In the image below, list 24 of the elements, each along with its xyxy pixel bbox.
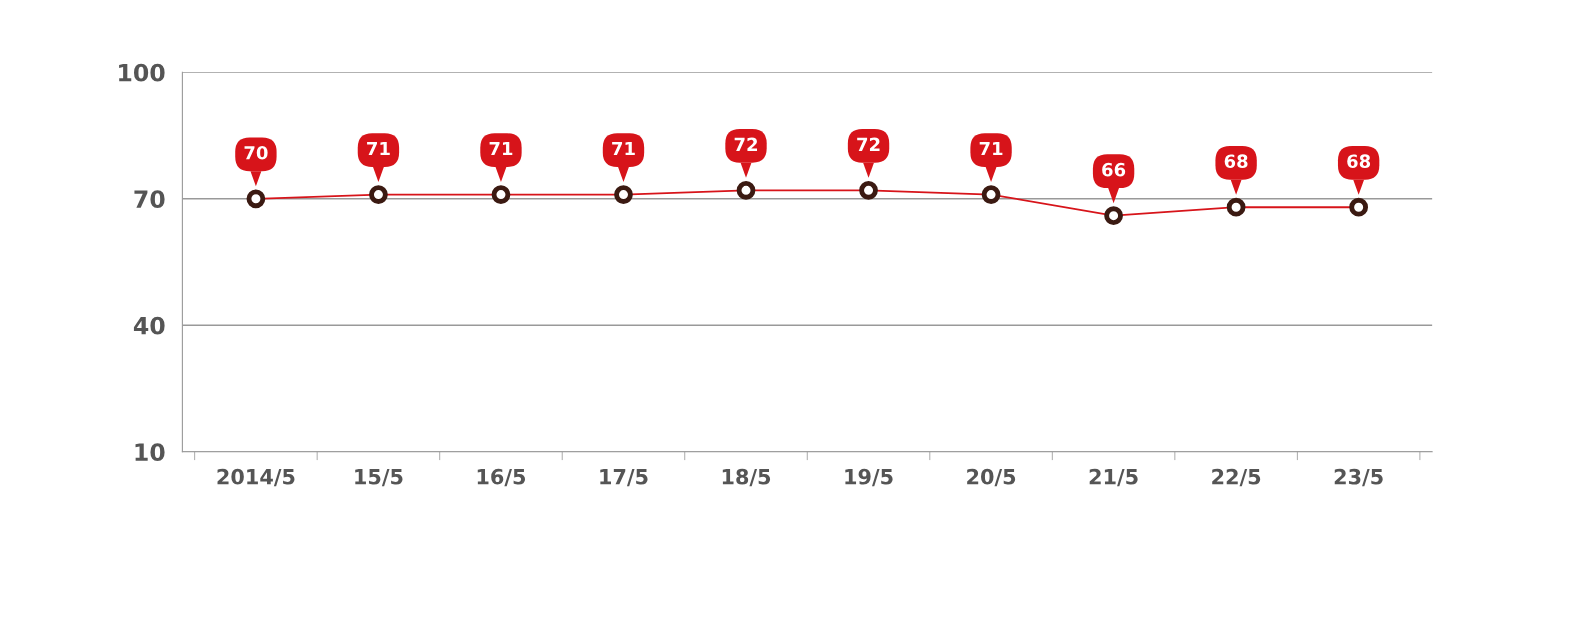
- x-tick-label: 16/5: [477, 468, 526, 487]
- data-label: 70: [244, 145, 268, 160]
- x-tick-label: 19/5: [845, 468, 893, 487]
- data-label: 71: [979, 141, 1003, 156]
- x-tick-label: 21/5: [1089, 468, 1138, 487]
- x-tick-label: 15/5: [355, 469, 403, 487]
- data-label: 71: [367, 141, 390, 156]
- data-label: 66: [1102, 162, 1126, 177]
- data-label: 71: [612, 141, 635, 156]
- x-tick-label: 23/5: [1334, 468, 1383, 487]
- x-tick-label: 2014/5: [217, 468, 295, 487]
- x-tick-label: 17/5: [600, 469, 648, 487]
- data-label: 68: [1347, 154, 1371, 169]
- x-tick-label: 22/5: [1212, 468, 1261, 487]
- y-tick-label: 40: [133, 316, 165, 335]
- y-tick-label: 100: [119, 63, 165, 82]
- x-tick-label: 20/5: [967, 468, 1016, 487]
- y-tick-label: 10: [135, 443, 165, 462]
- data-label: 72: [734, 137, 758, 151]
- x-tick-label: 18/5: [722, 468, 771, 487]
- y-tick-label: 70: [134, 190, 165, 209]
- data-label: 71: [489, 141, 513, 156]
- data-label: 68: [1224, 154, 1248, 169]
- data-label: 72: [857, 137, 880, 151]
